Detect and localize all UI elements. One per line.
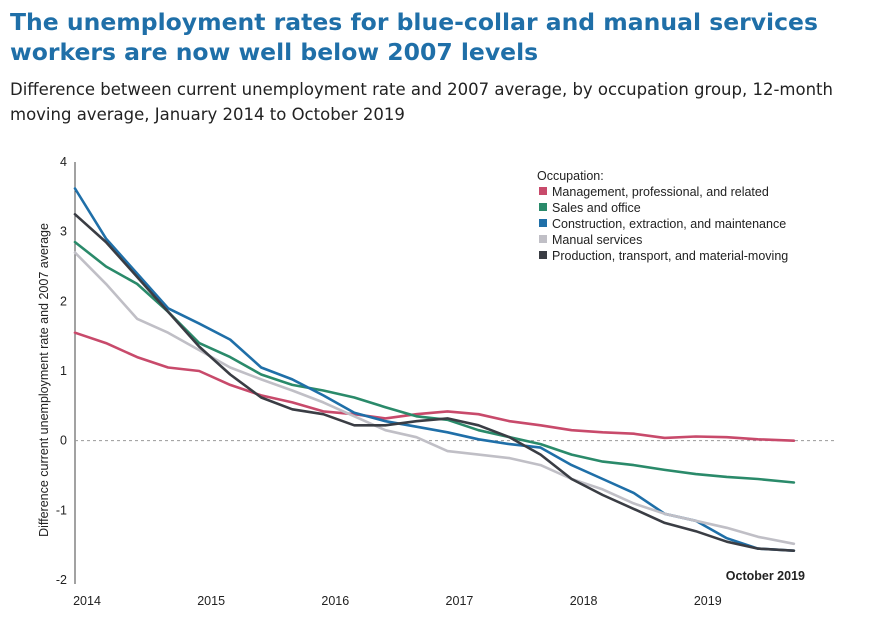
legend-swatch bbox=[539, 187, 547, 195]
series-line-sales-and-office bbox=[73, 240, 796, 484]
y-tick-label: 4 bbox=[60, 155, 67, 169]
x-tick-label: 2017 bbox=[446, 594, 474, 608]
x-tick-label: 2014 bbox=[73, 594, 101, 608]
legend-label: Management, professional, and related bbox=[552, 185, 769, 199]
end-annotation: October 2019 bbox=[726, 569, 805, 583]
legend-swatch bbox=[539, 203, 547, 211]
legend: Occupation: Management, professional, and… bbox=[537, 169, 788, 263]
legend-swatch bbox=[539, 235, 547, 243]
chart-title: The unemployment rates for blue-collar a… bbox=[10, 8, 818, 66]
x-tick-label: 2015 bbox=[197, 594, 225, 608]
y-tick-label: -2 bbox=[56, 573, 67, 587]
legend-swatch bbox=[539, 251, 547, 259]
legend-label: Production, transport, and material-movi… bbox=[552, 249, 788, 263]
series-layer bbox=[73, 187, 796, 552]
legend-label: Construction, extraction, and maintenanc… bbox=[552, 217, 786, 231]
series-line-management-professional-and-related bbox=[73, 331, 796, 442]
axes-layer: 4 3 2 1 0 -1 -2 2014 2015 2016 2017 2018 2019 bbox=[56, 155, 835, 608]
legend-label: Sales and office bbox=[552, 201, 641, 215]
legend-title: Occupation: bbox=[537, 169, 604, 183]
x-tick-label: 2016 bbox=[321, 594, 349, 608]
y-tick-label: 2 bbox=[60, 294, 67, 308]
x-tick-label: 2019 bbox=[694, 594, 722, 608]
y-tick-label: 0 bbox=[60, 434, 67, 448]
y-axis-label: Difference current unemployment rate and… bbox=[37, 223, 51, 537]
series-line-production-transport-and-material-moving bbox=[73, 213, 796, 552]
legend-label: Manual services bbox=[552, 233, 642, 247]
chart-subtitle: Difference between current unemployment … bbox=[10, 80, 833, 124]
legend-swatch bbox=[539, 219, 547, 227]
y-tick-label: 1 bbox=[60, 364, 67, 378]
series-line-manual-services bbox=[73, 251, 796, 546]
y-tick-label: 3 bbox=[60, 225, 67, 239]
x-tick-label: 2018 bbox=[570, 594, 598, 608]
y-tick-label: -1 bbox=[56, 503, 67, 517]
